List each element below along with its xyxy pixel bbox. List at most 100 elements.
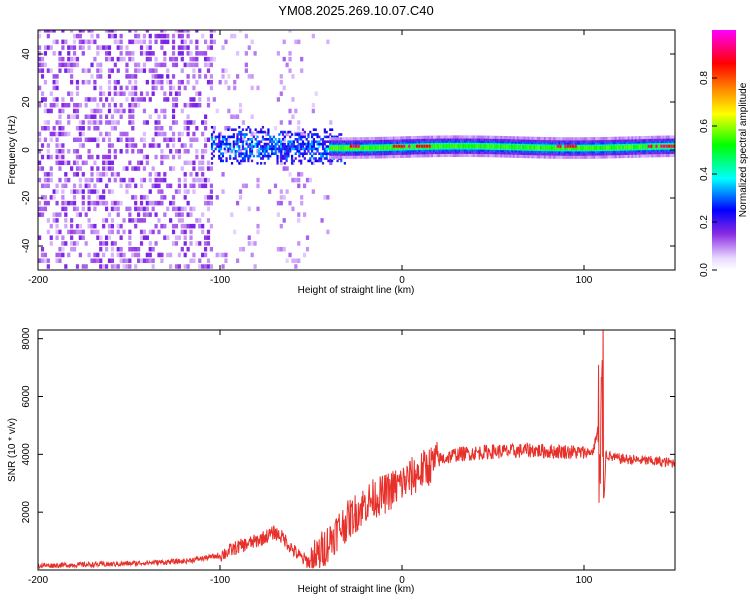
spectrogram-cell (292, 145, 295, 148)
spectrogram-cell (122, 229, 126, 235)
spectrogram-band-cell (594, 145, 597, 150)
y-tick-label: -20 (21, 190, 32, 205)
spectrogram-cell (247, 241, 251, 246)
spectrogram-cell (297, 39, 301, 45)
spectrogram-cell (276, 97, 280, 102)
spectrogram-cell (46, 33, 50, 39)
spectrogram-cell (177, 137, 181, 143)
spectrogram-cell (225, 142, 228, 146)
spectrogram-cell (227, 137, 231, 143)
spectrogram-cell (241, 137, 246, 143)
spectrogram-cell (331, 135, 334, 139)
spectrogram-cell (281, 147, 285, 151)
spectrogram-cell (72, 189, 77, 194)
spectrogram-cell (258, 130, 261, 134)
spectrogram-cell (96, 200, 100, 206)
spectrogram-cell (274, 138, 277, 141)
spectrogram-cell (52, 30, 56, 33)
spectrogram-cell (210, 133, 214, 136)
spectrogram-cell (160, 62, 164, 68)
spectrogram-cell (316, 150, 319, 153)
spectrogram-cell (55, 149, 59, 154)
spectrogram-cell (96, 120, 100, 125)
spectrogram-cell (70, 166, 74, 171)
spectrogram-cell (72, 33, 77, 39)
spectrogram-cell (278, 147, 281, 151)
spectrogram-cell (134, 30, 138, 33)
spectrogram-cell (232, 142, 235, 146)
spectrogram-cell (128, 120, 132, 125)
spectrogram-cell (99, 85, 103, 91)
spectrogram-cell (131, 195, 135, 200)
spectrogram-cell (238, 147, 241, 151)
spectrogram-cell (183, 149, 187, 154)
spectrogram-cell (321, 142, 325, 146)
spectrogram-band-cell (525, 145, 528, 150)
spectrogram-cell (46, 126, 50, 131)
spectrogram-band-cell (432, 144, 435, 149)
spectrogram-cell (96, 229, 100, 235)
spectrogram-cell (40, 183, 45, 189)
spectrogram-cell (198, 183, 202, 189)
spectrogram-cell (64, 212, 68, 217)
spectrogram-cell (119, 45, 123, 50)
spectrogram-cell (93, 258, 97, 263)
spectrogram-cell (137, 166, 141, 171)
spectrogram-cell (102, 160, 106, 166)
spectrogram-cell (93, 85, 97, 91)
spectrogram-band-cell (518, 145, 521, 150)
spectrogram-cell (192, 166, 196, 171)
spectrogram-cell (61, 143, 65, 148)
spectrogram-cell (55, 143, 59, 148)
spectrogram-cell (258, 147, 261, 151)
spectrogram-cell (72, 206, 77, 212)
spectrogram-band-cell (534, 145, 537, 150)
spectrogram-cell (38, 62, 42, 68)
spectrogram-cell (55, 212, 59, 217)
spectrogram-cell (209, 79, 214, 85)
spectrogram-cell (139, 258, 144, 263)
spectrogram-cell (240, 154, 243, 158)
spectrogram-cell (183, 206, 187, 212)
spectrogram-cell (290, 154, 294, 158)
spectrogram-cell (177, 91, 181, 96)
spectrogram-cell (113, 200, 117, 206)
spectrogram-cell (224, 79, 228, 85)
spectrogram-cell (321, 145, 325, 148)
snr-series-line (38, 330, 675, 570)
spectrogram-cell (96, 33, 100, 39)
spectrogram-cell (131, 102, 135, 108)
spectrogram-cell (38, 131, 42, 137)
spectrogram-cell (72, 114, 77, 119)
spectrogram-cell (241, 159, 245, 163)
spectrogram-cell (303, 135, 306, 139)
spectrogram-cell (203, 200, 208, 206)
spectrogram-cell (267, 130, 270, 134)
spectrogram-cell (298, 142, 301, 146)
spectrogram-cell (61, 252, 65, 258)
spectrogram-cell (186, 126, 190, 131)
spectrogram-band-cell (580, 146, 583, 150)
spectrogram-cell (312, 140, 316, 143)
spectrogram-cell (177, 235, 181, 240)
spectrogram-cell (174, 102, 179, 108)
spectrogram-hot-cell (673, 144, 675, 148)
spectrogram-cell (61, 149, 65, 154)
spectrogram-cell (55, 223, 59, 229)
spectrogram-cell (288, 172, 292, 177)
spectrogram-cell (58, 154, 62, 160)
spectrogram-cell (311, 108, 315, 114)
spectrogram-cell (43, 172, 48, 177)
spectrogram-cell (119, 200, 123, 206)
spectrogram-band-cell (609, 145, 612, 150)
spectrogram-cell (104, 30, 109, 33)
spectrogram-cell (87, 206, 91, 212)
spectrogram-cell (116, 223, 120, 229)
spectrogram-cell (119, 51, 123, 56)
spectrogram-band-cell (553, 146, 556, 150)
spectrogram-cell (61, 30, 65, 33)
spectrogram-cell (323, 140, 326, 143)
spectrogram-cell (131, 143, 135, 148)
x-tick-label: -200 (28, 575, 48, 586)
spectrogram-cell (230, 162, 234, 165)
